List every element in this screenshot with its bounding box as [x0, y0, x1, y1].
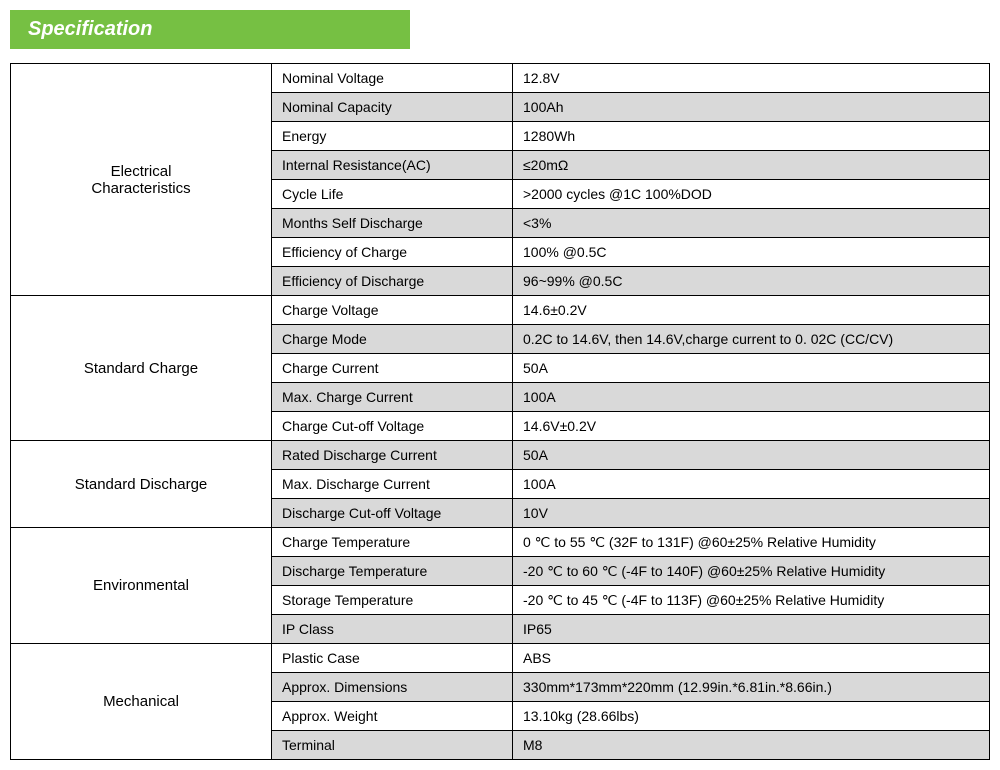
value-cell: 50A — [513, 354, 990, 383]
param-cell: Rated Discharge Current — [272, 441, 513, 470]
param-cell: Charge Temperature — [272, 528, 513, 557]
table-row: EnvironmentalCharge Temperature 0 ℃ to 5… — [11, 528, 990, 557]
value-cell: 14.6V±0.2V — [513, 412, 990, 441]
table-row: Standard DischargeRated Discharge Curren… — [11, 441, 990, 470]
table-row: Standard ChargeCharge Voltage14.6±0.2V — [11, 296, 990, 325]
param-cell: Charge Voltage — [272, 296, 513, 325]
value-cell: 14.6±0.2V — [513, 296, 990, 325]
param-cell: Approx. Dimensions — [272, 673, 513, 702]
value-cell: -20 ℃ to 45 ℃ (-4F to 113F) @60±25% Rela… — [513, 586, 990, 615]
value-cell: 50A — [513, 441, 990, 470]
category-cell: ElectricalCharacteristics — [11, 64, 272, 296]
param-cell: Storage Temperature — [272, 586, 513, 615]
value-cell: 0 ℃ to 55 ℃ (32F to 131F) @60±25% Relati… — [513, 528, 990, 557]
param-cell: Efficiency of Charge — [272, 238, 513, 267]
value-cell: 0.2C to 14.6V, then 14.6V,charge current… — [513, 325, 990, 354]
param-cell: Charge Mode — [272, 325, 513, 354]
value-cell: 100A — [513, 383, 990, 412]
param-cell: Months Self Discharge — [272, 209, 513, 238]
value-cell: M8 — [513, 731, 990, 760]
category-cell: Environmental — [11, 528, 272, 644]
value-cell: 100% @0.5C — [513, 238, 990, 267]
section-header: Specification — [10, 10, 410, 49]
category-cell: Standard Charge — [11, 296, 272, 441]
param-cell: Terminal — [272, 731, 513, 760]
value-cell: <3% — [513, 209, 990, 238]
value-cell: 12.8V — [513, 64, 990, 93]
value-cell: 100A — [513, 470, 990, 499]
table-row: ElectricalCharacteristicsNominal Voltage… — [11, 64, 990, 93]
category-cell: Standard Discharge — [11, 441, 272, 528]
value-cell: IP65 — [513, 615, 990, 644]
value-cell: 100Ah — [513, 93, 990, 122]
param-cell: Nominal Capacity — [272, 93, 513, 122]
param-cell: Charge Current — [272, 354, 513, 383]
param-cell: Max. Discharge Current — [272, 470, 513, 499]
param-cell: Max. Charge Current — [272, 383, 513, 412]
value-cell: ABS — [513, 644, 990, 673]
specification-table: ElectricalCharacteristicsNominal Voltage… — [10, 63, 990, 760]
param-cell: Discharge Temperature — [272, 557, 513, 586]
value-cell: -20 ℃ to 60 ℃ (-4F to 140F) @60±25% Rela… — [513, 557, 990, 586]
value-cell: >2000 cycles @1C 100%DOD — [513, 180, 990, 209]
value-cell: 1280Wh — [513, 122, 990, 151]
value-cell: 10V — [513, 499, 990, 528]
table-row: MechanicalPlastic CaseABS — [11, 644, 990, 673]
value-cell: 330mm*173mm*220mm (12.99in.*6.81in.*8.66… — [513, 673, 990, 702]
param-cell: IP Class — [272, 615, 513, 644]
value-cell: ≤20mΩ — [513, 151, 990, 180]
param-cell: Plastic Case — [272, 644, 513, 673]
param-cell: Charge Cut-off Voltage — [272, 412, 513, 441]
param-cell: Nominal Voltage — [272, 64, 513, 93]
param-cell: Efficiency of Discharge — [272, 267, 513, 296]
param-cell: Energy — [272, 122, 513, 151]
param-cell: Cycle Life — [272, 180, 513, 209]
param-cell: Discharge Cut-off Voltage — [272, 499, 513, 528]
param-cell: Internal Resistance(AC) — [272, 151, 513, 180]
value-cell: 96~99% @0.5C — [513, 267, 990, 296]
category-cell: Mechanical — [11, 644, 272, 760]
param-cell: Approx. Weight — [272, 702, 513, 731]
value-cell: 13.10kg (28.66lbs) — [513, 702, 990, 731]
